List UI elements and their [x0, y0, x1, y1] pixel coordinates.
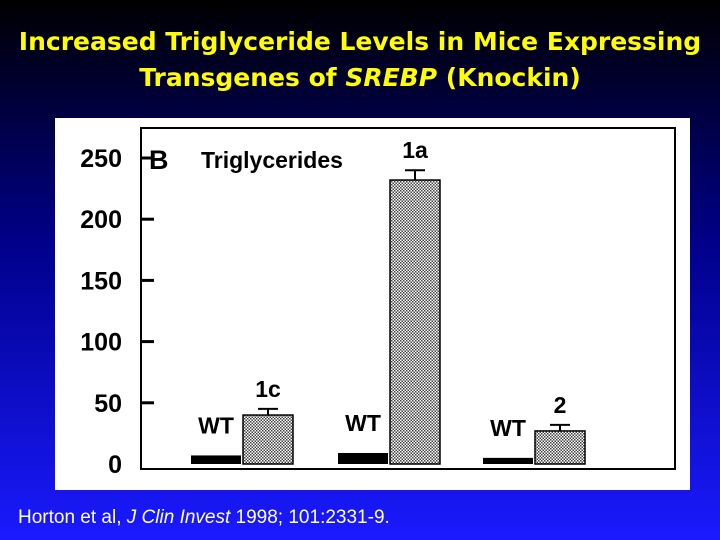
slide-title: Increased Triglyceride Levels in Mice Ex… — [0, 24, 720, 96]
bar-g2-tg — [389, 179, 441, 465]
y-tick-label-50: 50 — [94, 390, 122, 418]
y-tick-label-150: 150 — [80, 267, 122, 295]
title-line-1: Increased Triglyceride Levels in Mice Ex… — [18, 27, 702, 56]
bar-g1-wt-label: WT — [198, 412, 234, 438]
bar-g3-wt-label: WT — [490, 415, 526, 441]
bar-g3-wt — [483, 457, 533, 464]
title-gene-name: SREBP — [345, 63, 438, 92]
y-tick-label-200: 200 — [80, 206, 122, 234]
bar-g3-tg-label: 2 — [554, 392, 567, 418]
citation: Horton et al, J Clin Invest 1998; 101:23… — [18, 507, 390, 529]
plot-frame — [140, 127, 676, 470]
y-tick-label-0: 0 — [108, 451, 122, 479]
bar-g2-wt — [338, 452, 388, 464]
bars-layer — [191, 169, 586, 465]
bar-g1-tg — [242, 414, 294, 465]
bar-g2-wt-label: WT — [345, 410, 381, 436]
title-line-2: Transgenes of SREBP (Knockin) — [0, 60, 720, 96]
chart-title: Triglycerides — [201, 147, 343, 173]
citation-journal: J Clin Invest — [126, 507, 231, 528]
bar-g3-tg — [534, 430, 586, 465]
labels-layer: WT 1c WT 1a WT 2 — [198, 137, 566, 441]
bar-g2-tg-label: 1a — [402, 137, 428, 163]
y-tick-label-250: 250 — [80, 145, 122, 173]
citation-authors: Horton et al, — [18, 507, 127, 528]
figure-panel: 0 50 100 150 200 250 WT 1c WT 1a WT 2 B Triglyceri… — [55, 118, 690, 490]
triglyceride-bar-chart: 0 50 100 150 200 250 WT 1c WT 1a WT 2 B Triglyceri… — [80, 127, 676, 479]
bar-g1-tg-label: 1c — [255, 376, 281, 402]
bar-g1-wt — [191, 455, 241, 464]
y-tick-label-100: 100 — [80, 329, 122, 357]
panel-letter: B — [149, 145, 169, 175]
axis-layer: 0 50 100 150 200 250 — [80, 127, 676, 479]
title-line-2-end: (Knockin) — [437, 63, 581, 92]
title-line-2-start: Transgenes of — [139, 63, 346, 92]
citation-details: 1998; 101:2331-9. — [230, 507, 390, 528]
